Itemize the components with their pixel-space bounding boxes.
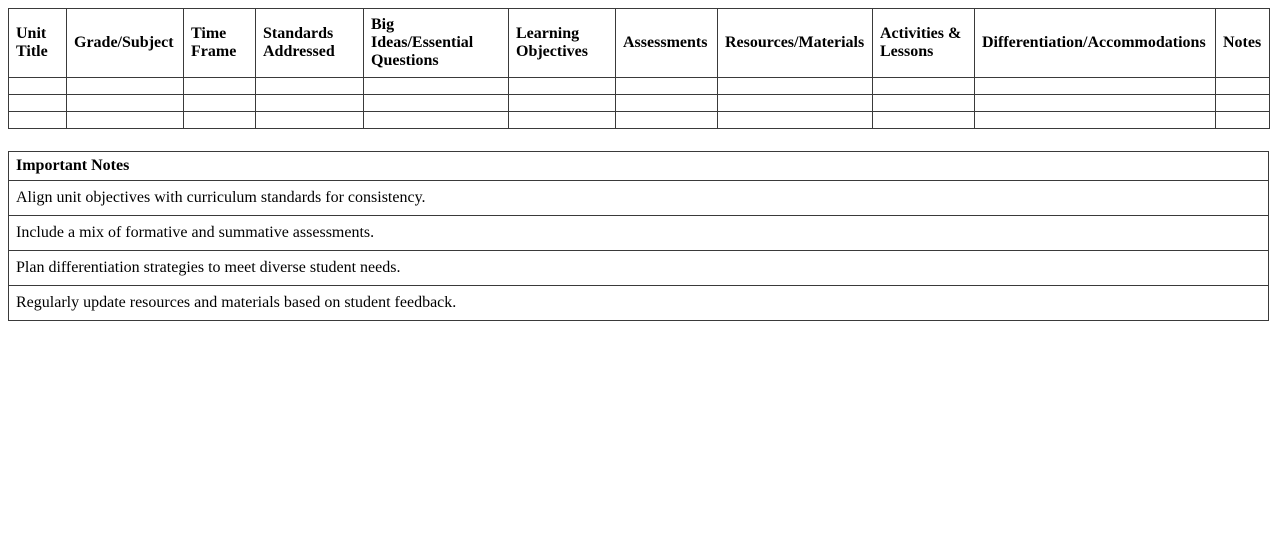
plan-empty-row bbox=[8, 94, 1270, 112]
note-item: Align unit objectives with curriculum st… bbox=[8, 180, 1269, 216]
plan-empty-cell bbox=[508, 111, 616, 129]
note-row: Plan differentiation strategies to meet … bbox=[8, 250, 1269, 286]
plan-empty-cell bbox=[974, 111, 1216, 129]
plan-empty-cell bbox=[615, 77, 718, 95]
plan-empty-row bbox=[8, 77, 1270, 95]
plan-empty-cell bbox=[717, 111, 873, 129]
note-item: Regularly update resources and materials… bbox=[8, 285, 1269, 321]
note-item: Include a mix of formative and summative… bbox=[8, 215, 1269, 251]
plan-empty-cell bbox=[872, 94, 975, 112]
important-notes-table: Important Notes Align unit objectives wi… bbox=[8, 151, 1269, 321]
plan-empty-cell bbox=[615, 111, 718, 129]
plan-empty-cell bbox=[183, 77, 256, 95]
notes-header-row: Important Notes bbox=[8, 151, 1269, 181]
column-header-resources-materials: Resources/Materials bbox=[717, 8, 873, 78]
note-row: Regularly update resources and materials… bbox=[8, 285, 1269, 321]
plan-empty-cell bbox=[255, 111, 364, 129]
plan-empty-cell bbox=[66, 94, 184, 112]
plan-empty-cell bbox=[66, 111, 184, 129]
unit-plan-table: Unit Title Grade/Subject Time Frame Stan… bbox=[8, 8, 1270, 129]
plan-empty-cell bbox=[717, 77, 873, 95]
column-header-differentiation-accommodations: Differentiation/Accommodations bbox=[974, 8, 1216, 78]
column-header-standards-addressed: Standards Addressed bbox=[255, 8, 364, 78]
plan-empty-cell bbox=[8, 94, 67, 112]
plan-empty-cell bbox=[1215, 94, 1270, 112]
plan-empty-cell bbox=[255, 77, 364, 95]
column-header-activities-lessons: Activities & Lessons bbox=[872, 8, 975, 78]
plan-empty-cell bbox=[974, 77, 1216, 95]
note-item: Plan differentiation strategies to meet … bbox=[8, 250, 1269, 286]
plan-empty-row bbox=[8, 111, 1270, 129]
plan-empty-cell bbox=[363, 111, 509, 129]
plan-empty-cell bbox=[8, 77, 67, 95]
column-header-assessments: Assessments bbox=[615, 8, 718, 78]
plan-empty-cell bbox=[1215, 111, 1270, 129]
plan-empty-cell bbox=[363, 94, 509, 112]
plan-empty-cell bbox=[363, 77, 509, 95]
column-header-time-frame: Time Frame bbox=[183, 8, 256, 78]
plan-header-row: Unit Title Grade/Subject Time Frame Stan… bbox=[8, 8, 1270, 78]
plan-empty-cell bbox=[615, 94, 718, 112]
column-header-notes: Notes bbox=[1215, 8, 1270, 78]
column-header-grade-subject: Grade/Subject bbox=[66, 8, 184, 78]
note-row: Include a mix of formative and summative… bbox=[8, 215, 1269, 251]
column-header-big-ideas: Big Ideas/Essential Questions bbox=[363, 8, 509, 78]
column-header-unit-title: Unit Title bbox=[8, 8, 67, 78]
plan-empty-cell bbox=[183, 111, 256, 129]
plan-empty-cell bbox=[255, 94, 364, 112]
plan-empty-rows bbox=[8, 77, 1270, 129]
notes-header: Important Notes bbox=[8, 151, 1269, 181]
plan-empty-cell bbox=[872, 77, 975, 95]
plan-empty-cell bbox=[508, 77, 616, 95]
plan-empty-cell bbox=[8, 111, 67, 129]
plan-empty-cell bbox=[1215, 77, 1270, 95]
plan-empty-cell bbox=[508, 94, 616, 112]
note-row: Align unit objectives with curriculum st… bbox=[8, 180, 1269, 216]
plan-empty-cell bbox=[66, 77, 184, 95]
column-header-learning-objectives: Learning Objectives bbox=[508, 8, 616, 78]
plan-empty-cell bbox=[183, 94, 256, 112]
plan-empty-cell bbox=[974, 94, 1216, 112]
plan-empty-cell bbox=[717, 94, 873, 112]
plan-empty-cell bbox=[872, 111, 975, 129]
